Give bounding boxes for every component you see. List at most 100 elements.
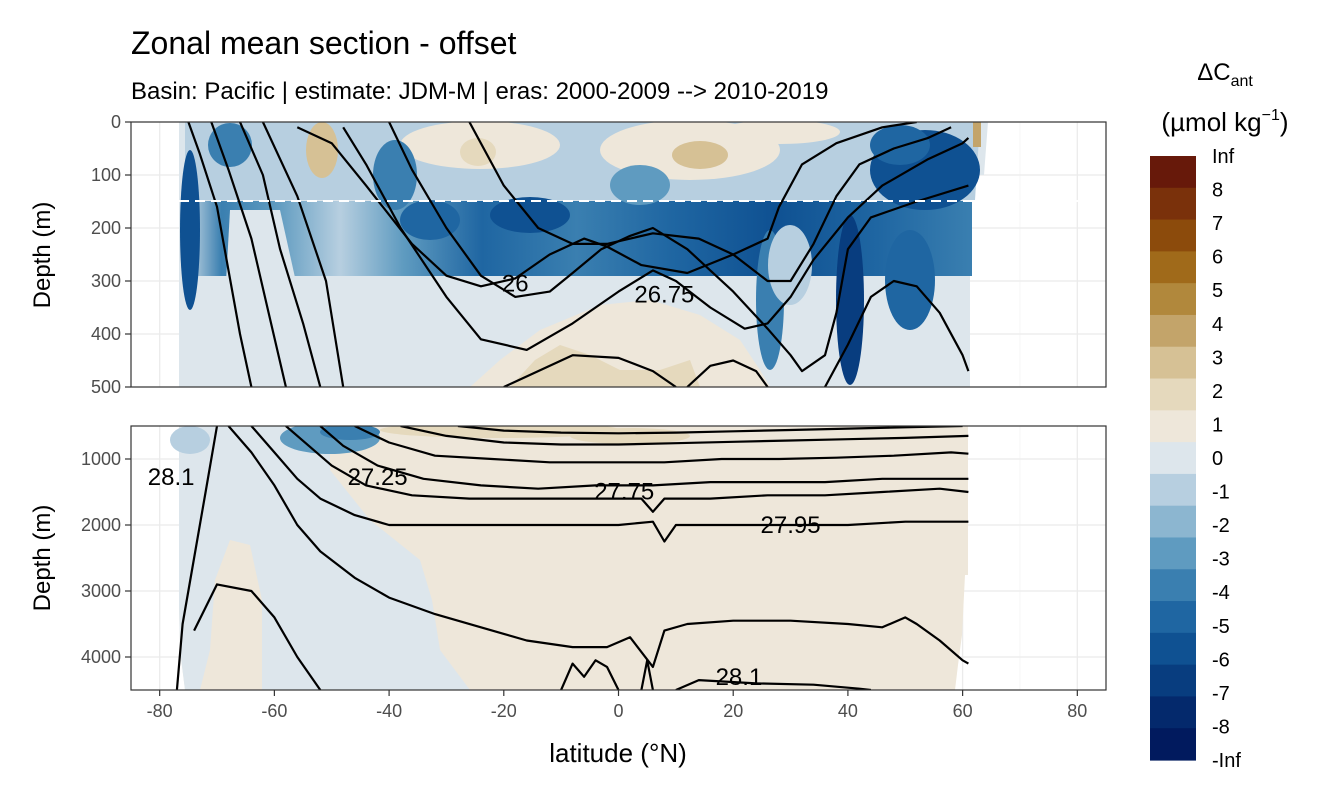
colorbar-label: -8 — [1212, 716, 1230, 738]
density-contour — [675, 678, 872, 690]
lower-density-contours — [175, 426, 969, 690]
legend-units-main: (µmol kg — [1161, 107, 1261, 137]
lower-panel: 28.1 27.25 27.75 27.95 28.1 1000 2000 3000 4000… — [29, 425, 1107, 691]
surface-right-brown — [973, 122, 981, 147]
y-tick-label: 1000 — [81, 449, 121, 469]
surface-patch-5 — [672, 141, 728, 169]
density-contour — [285, 426, 969, 513]
colorbar-legend: ΔCant (µmol kg−1) Inf 8 7 6 5 4 3 2 1 0 -1 -2 -3 -4 -5… — [1150, 59, 1289, 772]
y-tick-label: 400 — [91, 324, 121, 344]
deep-blue-1 — [836, 215, 864, 385]
density-contour — [342, 126, 970, 351]
colorbar-label: 1 — [1212, 414, 1223, 436]
density-contour — [319, 426, 969, 490]
upper-y-axis-title: Depth (m) — [29, 202, 56, 309]
upper-contour-labels: 26 26.75 — [502, 271, 695, 309]
x-axis-title: latitude (°N) — [549, 738, 687, 768]
colorbar-swatch — [1150, 537, 1196, 570]
colorbar-label: -3 — [1212, 549, 1230, 571]
surface-blue-2 — [610, 165, 670, 205]
density-contour — [187, 122, 253, 387]
colorbar-swatch — [1150, 219, 1196, 252]
chart-subtitle: Basin: Pacific | estimate: JDM-M | eras:… — [131, 78, 828, 105]
colorbar-swatch — [1150, 251, 1196, 284]
contour-label: 26 — [502, 271, 529, 298]
colorbar-label: 8 — [1212, 180, 1223, 202]
upper-heatmap: 26 26.75 — [131, 122, 1106, 387]
upper-density-contours — [187, 122, 970, 387]
x-tick-label: -20 — [491, 701, 517, 721]
density-contour — [175, 426, 219, 690]
density-contour — [238, 122, 322, 387]
legend-title: ΔCant — [1197, 59, 1253, 90]
upper-positive-core — [510, 345, 700, 387]
legend-units-close: ) — [1280, 107, 1289, 137]
colorbar-label: -1 — [1212, 482, 1230, 504]
x-tick-label: -60 — [261, 701, 287, 721]
colorbar-label: 3 — [1212, 347, 1223, 369]
y-tick-label: 0 — [111, 112, 121, 132]
contour-label: 28.1 — [148, 464, 195, 491]
colorbar-labels: Inf 8 7 6 5 4 3 2 1 0 -1 -2 -3 -4 -5 -6 -7 -8 -Inf — [1212, 146, 1241, 772]
colorbar-swatch — [1150, 664, 1196, 698]
colorbar-swatch — [1150, 632, 1196, 666]
surface-blue-3 — [208, 123, 252, 167]
colorbar-swatch — [1150, 728, 1196, 761]
density-contour — [457, 426, 963, 435]
colorbar-label: 5 — [1212, 280, 1223, 302]
colorbar-swatch — [1150, 187, 1196, 221]
contour-label: 28.1 — [716, 664, 763, 691]
contour-label: 27.95 — [761, 512, 821, 539]
y-tick-label: 4000 — [81, 647, 121, 667]
colorbar-label: -2 — [1212, 515, 1230, 537]
colorbar-label: -Inf — [1212, 750, 1241, 772]
surface-patch-3 — [460, 138, 496, 166]
y-tick-label: 200 — [91, 218, 121, 238]
density-contour — [560, 659, 620, 690]
lower-contour-labels: 28.1 27.25 27.75 27.95 28.1 — [148, 464, 821, 691]
lower-heatmap: 28.1 27.25 27.75 27.95 28.1 — [148, 426, 969, 691]
y-tick-label: 2000 — [81, 515, 121, 535]
colorbar-label: 7 — [1212, 213, 1223, 235]
density-contour — [261, 122, 345, 387]
x-tick-label: -40 — [376, 701, 402, 721]
deep-blue-4 — [180, 150, 200, 310]
density-contour — [250, 426, 969, 543]
density-contour — [686, 359, 769, 387]
colorbar-swatches — [1150, 156, 1196, 761]
colorbar-swatch — [1150, 378, 1196, 411]
y-tick-label: 300 — [91, 271, 121, 291]
density-contour — [354, 426, 969, 464]
colorbar-swatch — [1150, 696, 1196, 729]
legend-units: (µmol kg−1) — [1161, 107, 1288, 137]
density-contour — [468, 122, 952, 283]
x-axis: -80 -60 -40 -20 0 20 40 60 80 — [147, 690, 1087, 721]
y-tick-label: 100 — [91, 165, 121, 185]
legend-units-exp: −1 — [1262, 107, 1280, 124]
x-tick-label: 20 — [723, 701, 743, 721]
contour-label: 26.75 — [634, 281, 694, 308]
colorbar-label: -4 — [1212, 582, 1230, 604]
colorbar-label: 0 — [1212, 448, 1223, 470]
deep-blue-6 — [400, 200, 460, 240]
density-contour — [503, 354, 677, 387]
colorbar-label: 2 — [1212, 381, 1223, 403]
colorbar-swatch — [1150, 156, 1196, 189]
colorbar-swatch — [1150, 505, 1196, 539]
colorbar-swatch — [1150, 601, 1196, 634]
lower-brown-core-2 — [570, 428, 690, 444]
x-tick-label: 0 — [613, 701, 623, 721]
x-tick-label: 40 — [838, 701, 858, 721]
surface-blue-5 — [870, 125, 930, 165]
x-tick-label: 60 — [953, 701, 973, 721]
surface-blue-1 — [373, 140, 417, 210]
upper-panel: 26 26.75 0 100 200 300 400 500 Depth (m) — [29, 112, 1107, 397]
x-tick-label: 80 — [1067, 701, 1087, 721]
surface-patch-1 — [306, 122, 338, 178]
deep-blue-3 — [885, 230, 935, 330]
colorbar-label: -5 — [1212, 616, 1230, 638]
density-contour — [400, 426, 969, 446]
lower-pale-core — [170, 426, 210, 454]
legend-title-main: ΔC — [1197, 59, 1230, 86]
